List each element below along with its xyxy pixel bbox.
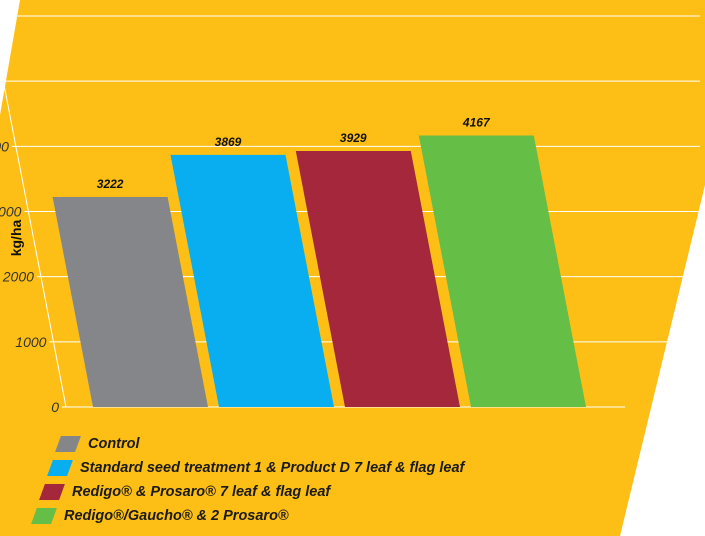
legend-swatch bbox=[39, 484, 65, 500]
legend-label: Redigo®/Gaucho® & 2 Prosaro® bbox=[64, 508, 289, 524]
legend-item: Control bbox=[55, 432, 472, 456]
bar bbox=[52, 197, 208, 407]
bar-value-label: 3222 bbox=[97, 177, 124, 191]
legend-label: Redigo® & Prosaro® 7 leaf & flag leaf bbox=[72, 484, 331, 500]
y-tick-label: 3000 bbox=[0, 204, 22, 220]
legend-label: Control bbox=[88, 436, 140, 452]
bar-value-labels: 3222 3869 3929 4167 bbox=[97, 115, 491, 191]
bar bbox=[418, 135, 586, 407]
y-tick-label: 2000 bbox=[2, 269, 34, 285]
bar-value-label: 4167 bbox=[462, 115, 491, 129]
y-axis-ticks: 0100020003000400050006000 bbox=[0, 138, 59, 415]
bar bbox=[295, 151, 460, 407]
legend-swatch bbox=[31, 508, 57, 524]
y-tick-label: 4000 bbox=[0, 138, 9, 154]
legend-swatch bbox=[47, 460, 73, 476]
chart-legend: Control Standard seed treatment 1 & Prod… bbox=[31, 432, 464, 528]
legend-item: Standard seed treatment 1 & Product D 7 … bbox=[47, 456, 465, 480]
legend-item: Redigo®/Gaucho® & 2 Prosaro® bbox=[31, 504, 448, 528]
chart-bars bbox=[52, 135, 586, 407]
y-tick-label: 0 bbox=[51, 399, 59, 415]
bar-value-label: 3869 bbox=[215, 135, 242, 149]
bar-value-label: 3929 bbox=[340, 131, 367, 145]
legend-label: Standard seed treatment 1 & Product D 7 … bbox=[80, 460, 465, 476]
legend-swatch bbox=[55, 436, 81, 452]
legend-item: Redigo® & Prosaro® 7 leaf & flag leaf bbox=[39, 480, 456, 504]
y-axis-label: kg/ha bbox=[8, 220, 24, 257]
y-tick-label: 1000 bbox=[15, 334, 46, 350]
bar bbox=[170, 154, 334, 407]
